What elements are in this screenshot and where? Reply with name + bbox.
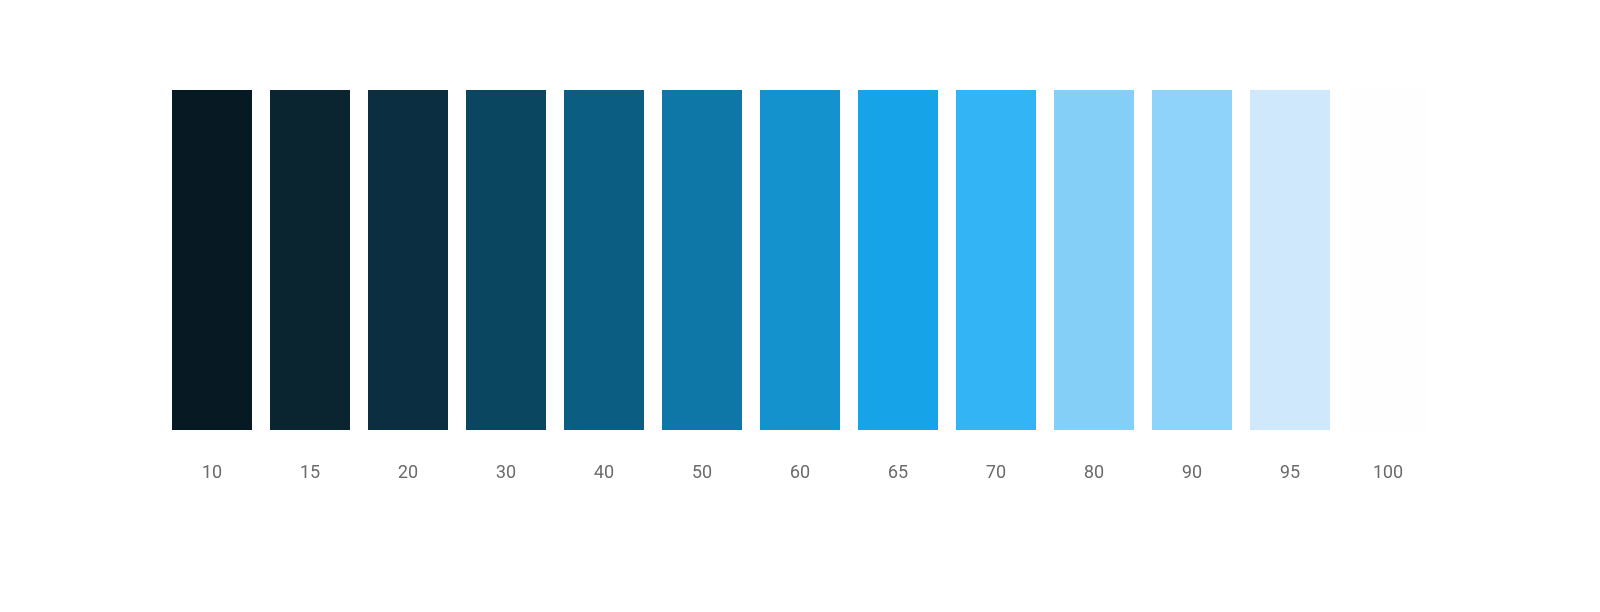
color-swatch [760,90,840,430]
swatch-label: 30 [496,462,516,483]
swatch-label: 20 [398,462,418,483]
swatch-group: 40 [564,90,644,483]
swatch-label: 40 [594,462,614,483]
color-swatch [1152,90,1232,430]
color-swatch [466,90,546,430]
swatch-label: 90 [1182,462,1202,483]
swatch-group: 30 [466,90,546,483]
color-swatch [662,90,742,430]
swatch-group: 50 [662,90,742,483]
color-swatch [564,90,644,430]
color-palette: 10 15 20 30 40 50 60 65 70 80 90 [0,0,1600,483]
swatch-group: 65 [858,90,938,483]
swatch-group: 15 [270,90,350,483]
swatch-group: 10 [172,90,252,483]
swatch-group: 90 [1152,90,1232,483]
swatch-group: 20 [368,90,448,483]
swatch-group: 70 [956,90,1036,483]
color-swatch [1250,90,1330,430]
swatch-label: 50 [692,462,712,483]
color-swatch [270,90,350,430]
color-swatch [858,90,938,430]
color-swatch [1348,90,1428,430]
swatch-group: 95 [1250,90,1330,483]
swatch-label: 100 [1373,462,1403,483]
swatch-label: 10 [202,462,222,483]
color-swatch [368,90,448,430]
color-swatch [1054,90,1134,430]
swatch-label: 95 [1280,462,1300,483]
swatch-label: 65 [888,462,908,483]
swatch-group: 80 [1054,90,1134,483]
color-swatch [172,90,252,430]
swatch-label: 15 [300,462,320,483]
swatch-group: 60 [760,90,840,483]
swatch-label: 60 [790,462,810,483]
color-swatch [956,90,1036,430]
swatch-group: 100 [1348,90,1428,483]
swatch-label: 70 [986,462,1006,483]
swatch-label: 80 [1084,462,1104,483]
